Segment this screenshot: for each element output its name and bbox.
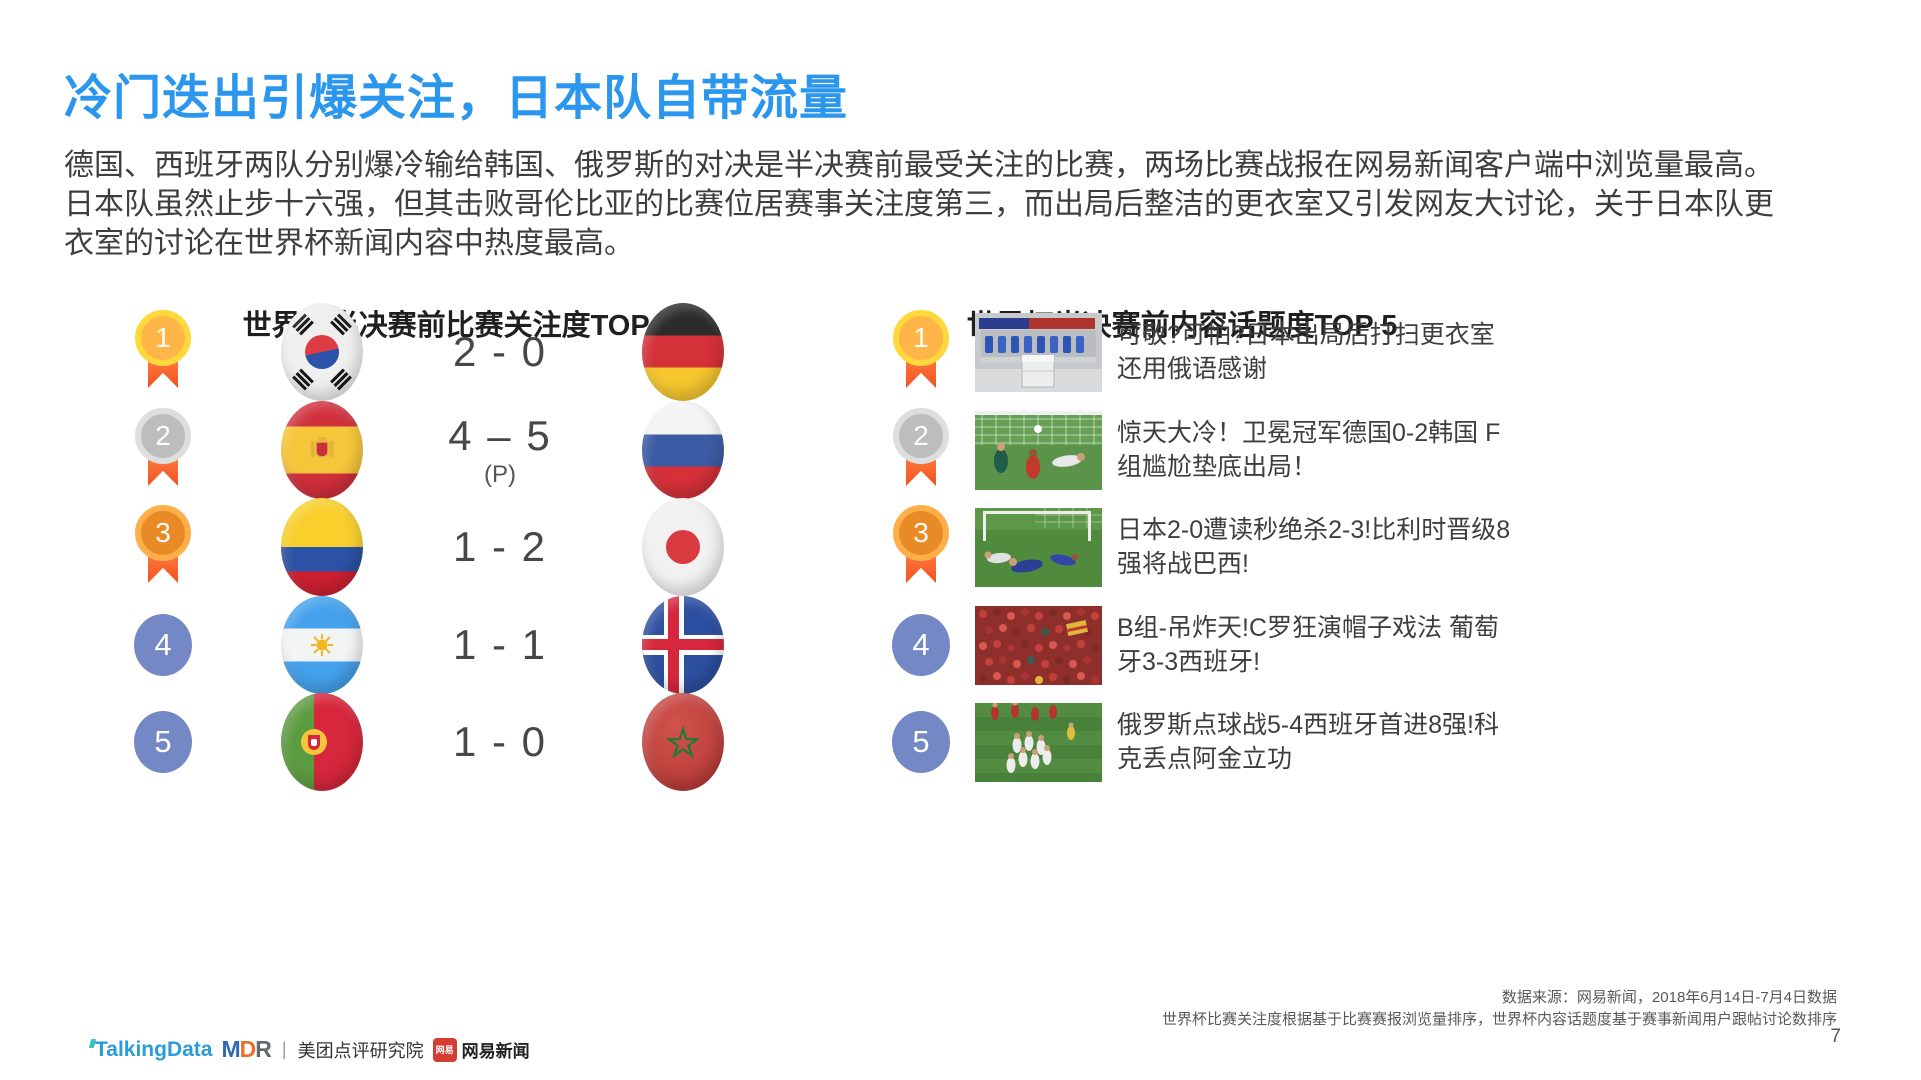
meituan-dianping-institute-label: 美团点评研究院 xyxy=(297,1040,424,1061)
flag-south-korea-icon xyxy=(281,303,363,401)
news-row-3: 3 日本2-0遭读秒绝杀2-3!比 xyxy=(0,498,1921,596)
match-score: 2 - 0 xyxy=(452,327,548,375)
news-headline: 惊天大冷！卫冕冠军德国0-2韩国 F组尴尬垫底出局！ xyxy=(1117,419,1501,481)
bronze-medal-icon: 3 xyxy=(135,505,191,591)
talkingdata-logo: TalkingData xyxy=(88,1038,212,1062)
match-row-1: 1 2 - 0 xyxy=(0,303,1921,401)
flag-argentina-icon xyxy=(281,596,363,694)
news-headline: 日本2-0遭读秒绝杀2-3!比利时晋级8强将战巴西! xyxy=(1117,516,1511,578)
flag-portugal-icon xyxy=(281,693,363,791)
bronze-medal-icon: 3 xyxy=(893,505,949,591)
rank-number: 1 xyxy=(135,310,191,366)
news-row-2: 2 xyxy=(0,401,1921,499)
match-row-3: 3 1 - 2 xyxy=(0,498,1921,596)
rank-5-badge: 5 xyxy=(134,711,192,773)
mdr-logo: M D R xyxy=(221,1036,271,1062)
news-headline: B组-吊炸天!C罗狂演帽子戏法 葡萄牙3-3西班牙! xyxy=(1117,614,1499,676)
match-row-5: 5 1 - 0 xyxy=(0,693,1921,791)
flag-iceland-icon xyxy=(642,596,724,694)
match-score: 1 - 2 xyxy=(452,522,548,570)
thumbnail-spain-portugal-fans xyxy=(975,606,1102,685)
match-row-4: 4 1 - 1 xyxy=(0,596,1921,694)
thumbnail-germany-korea-goal xyxy=(975,411,1102,490)
news-row-4: 4 xyxy=(0,596,1921,694)
methodology-line: 世界杯比赛关注度根据基于比赛赛报浏览量排序，世界杯内容话题度基于赛事新闻用户跟帖… xyxy=(1161,1011,1837,1028)
gold-medal-icon: 1 xyxy=(135,310,191,396)
penalty-note: (P) xyxy=(484,460,516,488)
news-row-1: 1 可敬?可怕?日本出局后打 xyxy=(0,303,1921,401)
logo-divider: | xyxy=(281,1039,287,1059)
thumbnail-japan-locker-room xyxy=(975,313,1102,392)
news-row-5: 5 俄罗斯点球战5-4西班牙首进8强!科克丢点阿金立功 xyxy=(0,693,1921,791)
match-score: 1 - 0 xyxy=(452,717,548,765)
page-number: 7 xyxy=(1830,1026,1841,1047)
flag-colombia-icon xyxy=(281,498,363,596)
gold-medal-icon: 1 xyxy=(893,310,949,396)
netease-badge-icon: 网易 xyxy=(432,1037,457,1062)
rank-number: 2 xyxy=(135,408,191,464)
rank-4-badge: 4 xyxy=(892,614,950,676)
data-source-line: 数据来源：网易新闻，2018年6月14日-7月4日数据 xyxy=(1501,989,1837,1006)
intro-paragraph: 德国、西班牙两队分别爆冷输给韩国、俄罗斯的对决是半决赛前最受关注的比赛，两场比赛… xyxy=(64,149,1774,260)
rank-number: 3 xyxy=(135,505,191,561)
match-score: 1 - 1 xyxy=(452,620,548,668)
match-score: 4 – 5 (P) xyxy=(448,411,552,488)
rank-number: 3 xyxy=(893,505,949,561)
rank-number: 2 xyxy=(893,408,949,464)
netease-news-logo: 网易 网易新闻 xyxy=(432,1037,530,1062)
thumbnail-japan-belgium-goal xyxy=(975,508,1102,587)
news-headline: 俄罗斯点球战5-4西班牙首进8强!科克丢点阿金立功 xyxy=(1117,711,1499,773)
silver-medal-icon: 2 xyxy=(893,408,949,494)
match-row-2: 2 4 – 5 (P) xyxy=(0,401,1921,499)
flag-japan-icon xyxy=(642,498,724,596)
footer-logos: TalkingData M D R | 美团点评研究院 网易 网易新闻 xyxy=(88,1036,530,1063)
page-title: 冷门迭出引爆关注，日本队自带流量 xyxy=(64,72,849,125)
news-headline: 可敬?可怕?日本出局后打扫更衣室 还用俄语感谢 xyxy=(1117,321,1495,383)
rank-4-badge: 4 xyxy=(134,614,192,676)
rank-5-badge: 5 xyxy=(892,711,950,773)
silver-medal-icon: 2 xyxy=(135,408,191,494)
flag-spain-icon xyxy=(281,401,363,499)
rank-number: 1 xyxy=(893,310,949,366)
flag-russia-icon xyxy=(642,401,724,499)
flag-germany-icon xyxy=(642,303,724,401)
flag-morocco-icon xyxy=(642,693,724,791)
thumbnail-russia-spain-celebration xyxy=(975,703,1102,782)
